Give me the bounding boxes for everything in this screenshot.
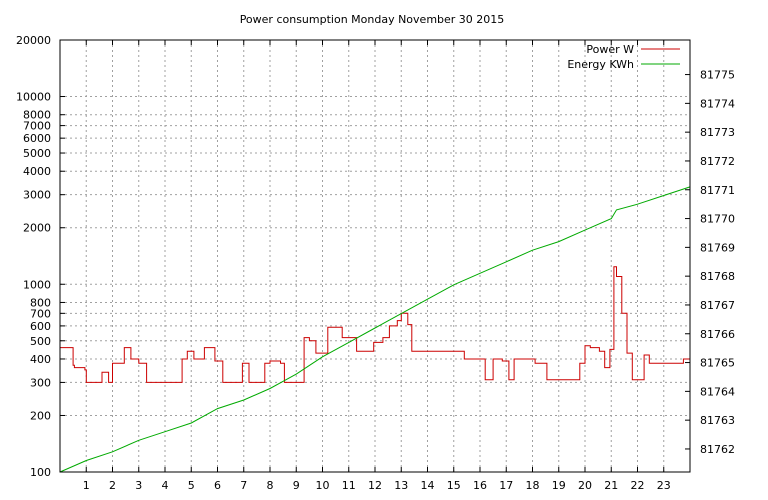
x-tick-label: 17 bbox=[499, 479, 513, 492]
x-tick-label: 23 bbox=[657, 479, 671, 492]
y-tick-label: 20000 bbox=[16, 34, 51, 47]
series-layer bbox=[59, 186, 691, 473]
y2-tick-label: 81767 bbox=[700, 299, 735, 312]
y-tick-label: 7000 bbox=[23, 120, 51, 133]
y2-tick-label: 81762 bbox=[700, 443, 735, 456]
x-tick-label: 7 bbox=[240, 479, 247, 492]
legend-label-power: Power W bbox=[586, 43, 634, 56]
y-tick-label: 700 bbox=[30, 307, 51, 320]
y2-tick-label: 81774 bbox=[700, 97, 735, 110]
x-tick-label: 11 bbox=[342, 479, 356, 492]
y-tick-label: 6000 bbox=[23, 132, 51, 145]
y2-tick-label: 81768 bbox=[700, 270, 735, 283]
y-tick-label: 5000 bbox=[23, 147, 51, 160]
y-tick-label: 3000 bbox=[23, 189, 51, 202]
y2-tick-label: 81773 bbox=[700, 126, 735, 139]
y-tick-label: 200 bbox=[30, 409, 51, 422]
x-tick-label: 21 bbox=[604, 479, 618, 492]
power-w-line bbox=[60, 266, 690, 383]
x-tick-label: 15 bbox=[447, 479, 461, 492]
y-tick-label: 2000 bbox=[23, 222, 51, 235]
legend: Power W Energy KWh bbox=[567, 43, 680, 71]
x-tick-label: 9 bbox=[293, 479, 300, 492]
x-tick-label: 2 bbox=[109, 479, 116, 492]
y2-tick-label: 81763 bbox=[700, 414, 735, 427]
x-tick-label: 20 bbox=[578, 479, 592, 492]
chart-title: Power consumption Monday November 30 201… bbox=[240, 13, 505, 26]
x-tick-label: 22 bbox=[631, 479, 645, 492]
y-tick-label: 400 bbox=[30, 353, 51, 366]
x-tick-label: 10 bbox=[316, 479, 330, 492]
y2-tick-label: 81775 bbox=[700, 69, 735, 82]
x-tick-label: 4 bbox=[162, 479, 169, 492]
x-tick-label: 1 bbox=[83, 479, 90, 492]
y-tick-label: 1000 bbox=[23, 278, 51, 291]
y-tick-label: 10000 bbox=[16, 91, 51, 104]
y-tick-label: 800 bbox=[30, 296, 51, 309]
x-tick-label: 6 bbox=[214, 479, 221, 492]
x-tick-label: 18 bbox=[526, 479, 540, 492]
x-tick-label: 13 bbox=[394, 479, 408, 492]
y-tick-label: 100 bbox=[30, 466, 51, 479]
y2-tick-label: 81764 bbox=[700, 385, 735, 398]
axis-tick-labels: 1 2 3 4 5 6 7 8 9 10 11 12 13 14 15 16 17 18 19 20 21 22 23100… bbox=[16, 34, 735, 492]
x-tick-label: 3 bbox=[135, 479, 142, 492]
x-tick-label: 8 bbox=[267, 479, 274, 492]
grid-lines bbox=[60, 40, 690, 472]
y-tick-label: 8000 bbox=[23, 109, 51, 122]
x-tick-label: 16 bbox=[473, 479, 487, 492]
y2-tick-label: 81769 bbox=[700, 241, 735, 254]
x-tick-label: 5 bbox=[188, 479, 195, 492]
x-tick-label: 12 bbox=[368, 479, 382, 492]
energy-kwh-line bbox=[59, 186, 691, 473]
y-tick-label: 300 bbox=[30, 376, 51, 389]
y2-tick-label: 81770 bbox=[700, 213, 735, 226]
y-tick-label: 600 bbox=[30, 320, 51, 333]
y2-tick-label: 81771 bbox=[700, 184, 735, 197]
legend-label-energy: Energy KWh bbox=[567, 58, 634, 71]
x-tick-label: 19 bbox=[552, 479, 566, 492]
y2-tick-label: 81765 bbox=[700, 357, 735, 370]
y2-tick-label: 81772 bbox=[700, 155, 735, 168]
y-tick-label: 500 bbox=[30, 335, 51, 348]
x-tick-label: 14 bbox=[421, 479, 435, 492]
y-tick-label: 4000 bbox=[23, 165, 51, 178]
axis-ticks bbox=[60, 39, 690, 473]
y2-tick-label: 81766 bbox=[700, 328, 735, 341]
